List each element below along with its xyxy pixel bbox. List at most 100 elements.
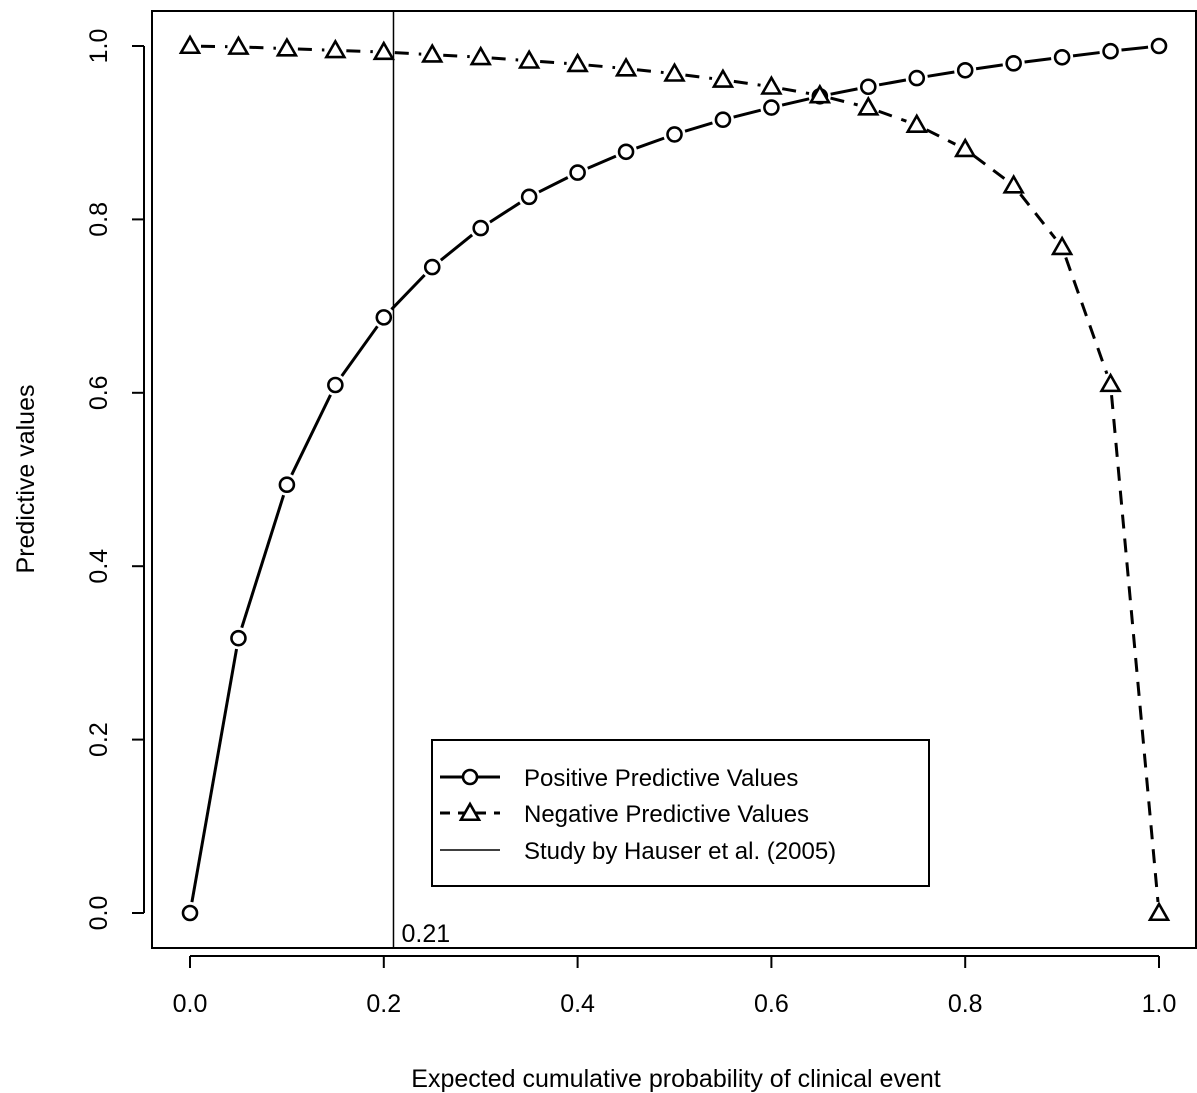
- ppv-point: [327, 376, 344, 394]
- ppv-point: [1102, 42, 1119, 60]
- npv-point: [227, 35, 250, 55]
- x-tick-label: 0.8: [948, 990, 983, 1018]
- legend-label-ppv: Positive Predictive Values: [524, 765, 798, 792]
- series-segment: [635, 136, 665, 150]
- plot-frame: [151, 10, 1197, 949]
- ppv-point: [763, 99, 780, 116]
- npv-point: [566, 52, 589, 73]
- npv-point: [372, 40, 396, 61]
- series-segment: [538, 176, 569, 194]
- npv-point: [517, 49, 541, 69]
- series-segment: [781, 97, 810, 107]
- y-tick-label: 0.0: [85, 896, 113, 931]
- legend-label-npv: Negative Predictive Values: [524, 801, 809, 828]
- ppv-point: [859, 78, 877, 96]
- ppv-point: [1005, 55, 1022, 72]
- series-segment: [394, 51, 422, 56]
- npv-point: [711, 68, 735, 88]
- ppv-point: [569, 164, 586, 181]
- ppv-point: [1150, 37, 1168, 55]
- series-segment: [781, 87, 810, 95]
- series-segment: [249, 45, 276, 50]
- series-segment: [733, 79, 761, 87]
- reference-line-label: 0.21: [401, 920, 450, 948]
- ppv-point: [278, 476, 296, 494]
- series-segment: [297, 47, 325, 52]
- series-segment: [684, 121, 713, 133]
- x-axis-label: Expected cumulative probability of clini…: [411, 1065, 940, 1093]
- npv-point: [808, 83, 832, 104]
- ppv-point: [230, 629, 247, 647]
- series-npv: [178, 34, 1171, 922]
- npv-point: [663, 62, 686, 82]
- ppv-point: [617, 143, 635, 161]
- series-segment: [240, 494, 286, 629]
- series-segment: [830, 87, 858, 96]
- legend-keys: [440, 768, 500, 851]
- y-tick-label: 0.2: [85, 722, 113, 757]
- legend-key-ppv-marker: [461, 768, 479, 786]
- series-segment: [973, 154, 1006, 181]
- npv-point: [905, 113, 928, 133]
- npv-point: [953, 137, 977, 158]
- x-tick-label: 0.2: [366, 990, 401, 1018]
- series-segment: [925, 128, 957, 146]
- series-segment: [540, 60, 567, 65]
- x-tick-label: 0.0: [173, 990, 208, 1018]
- axes: 0.0 0.2 0.4 0.6 0.8 1.0 0.0 0.2 0.4 0.6 0.8 1.0: [85, 29, 1176, 1018]
- y-tick-label: 1.0: [85, 29, 113, 64]
- series-segment: [636, 68, 664, 75]
- x-tick-label: 0.4: [560, 990, 595, 1018]
- legend-label-study: Study by Hauser et al. (2005): [524, 838, 836, 865]
- ppv-point: [908, 69, 926, 87]
- npv-point: [1147, 901, 1171, 922]
- npv-point: [421, 43, 444, 63]
- y-tick-label: 0.6: [85, 375, 113, 410]
- npv-point: [178, 34, 202, 55]
- series-segment: [975, 63, 1003, 71]
- npv-point: [857, 95, 880, 116]
- series-segment: [587, 154, 617, 170]
- ppv-point: [375, 309, 393, 326]
- x-tick-label: 0.6: [754, 990, 789, 1018]
- npv-point: [614, 56, 638, 77]
- ppv-point: [714, 111, 732, 128]
- series-segment: [878, 78, 907, 87]
- npv-point: [275, 36, 299, 57]
- series-segment: [878, 109, 907, 123]
- series-segment: [290, 394, 332, 476]
- y-axis-label: Predictive values: [12, 385, 40, 574]
- y-tick-label: 0.4: [85, 549, 113, 584]
- npv-point: [1002, 173, 1025, 194]
- x-tick-label: 1.0: [1142, 990, 1177, 1018]
- series-segment: [1110, 394, 1160, 903]
- npv-point: [469, 45, 492, 66]
- series-segment: [1072, 51, 1100, 58]
- series-segment: [443, 53, 470, 59]
- series-segment: [346, 49, 373, 54]
- reference-line-layer: 0.21: [392, 11, 450, 948]
- series-segment: [1024, 57, 1052, 64]
- series-segment: [1019, 193, 1057, 240]
- npv-point: [1099, 372, 1122, 393]
- series-segment: [685, 73, 713, 80]
- legend-key-npv-marker: [458, 801, 482, 822]
- series-segment: [927, 70, 955, 78]
- npv-point: [324, 38, 347, 59]
- npv-point: [1050, 235, 1074, 256]
- npv-point: [760, 75, 783, 95]
- ppv-point: [520, 188, 538, 206]
- series-segment: [489, 201, 521, 224]
- series-layer: [178, 34, 1171, 922]
- ppv-point: [666, 126, 683, 143]
- series-segment: [190, 648, 239, 903]
- series-segment: [1121, 45, 1149, 52]
- ppv-point: [956, 61, 974, 79]
- ppv-point: [472, 219, 490, 237]
- series-ppv: [181, 37, 1168, 922]
- series-segment: [1064, 257, 1109, 375]
- ppv-point: [1053, 48, 1071, 66]
- ppv-point: [181, 904, 199, 922]
